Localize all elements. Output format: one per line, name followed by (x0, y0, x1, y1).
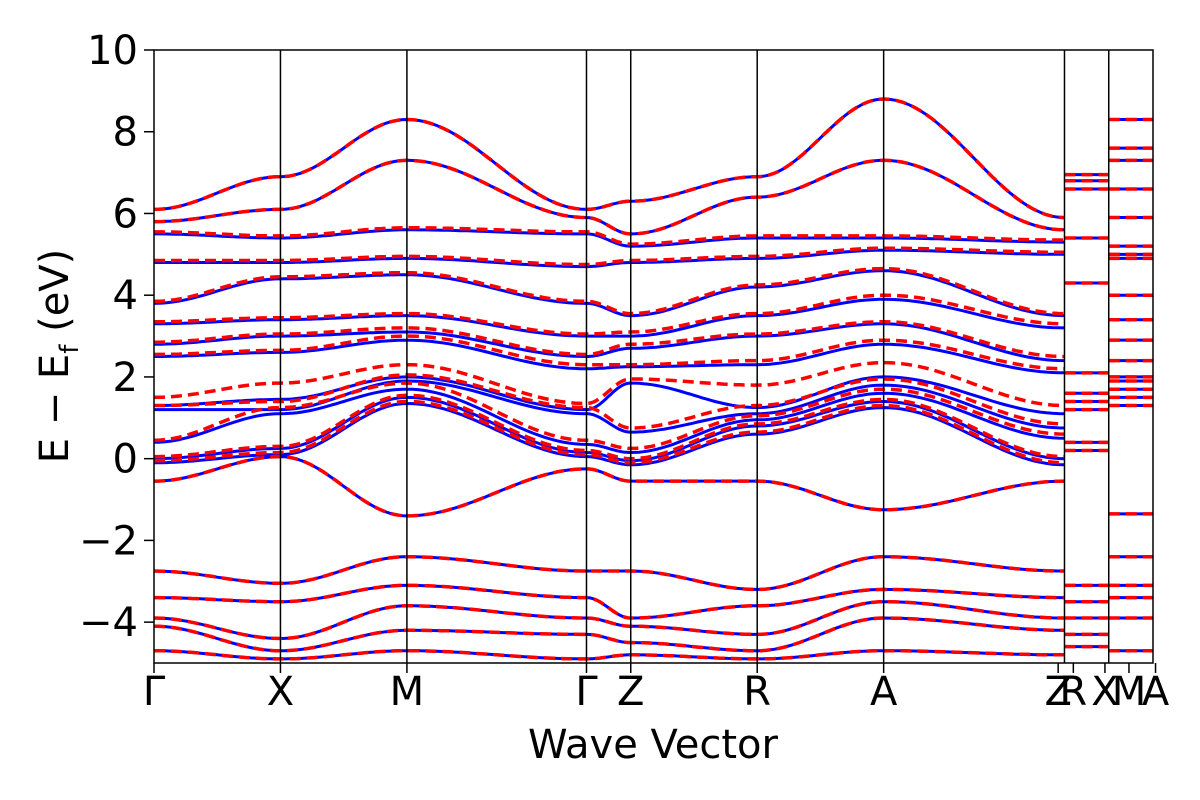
x-tick-label: Z (1044, 669, 1071, 715)
x-tick-label: Γ (575, 669, 598, 715)
band-line-dashed (154, 583, 1065, 620)
svg-text:E − Ef (eV): E − Ef (eV) (32, 249, 85, 464)
x-tick-label: Γ (143, 669, 166, 715)
band-line-solid (154, 375, 1065, 416)
y-tick-label: 10 (87, 28, 138, 74)
band-line-dashed (154, 599, 1065, 641)
band-line-solid (154, 158, 1065, 236)
y-tick-label: −4 (79, 600, 138, 646)
x-tick-label: R (1059, 669, 1087, 715)
band-line-dashed (154, 373, 1065, 430)
x-tick-label: R (743, 669, 771, 715)
x-tick-label: X (1091, 669, 1118, 715)
band-line-dashed (154, 97, 1065, 220)
y-axis-title-main: E − E (32, 354, 78, 464)
y-tick-label: 8 (113, 110, 138, 156)
bands-layer (154, 97, 1153, 661)
y-tick-label: 0 (113, 437, 138, 483)
x-tick-label: A (870, 669, 898, 715)
band-line-dashed (154, 454, 1065, 518)
band-line-dashed (154, 158, 1065, 236)
band-line-solid (154, 338, 1065, 375)
x-axis-title: Wave Vector (528, 722, 779, 768)
y-axis-title-sub: f (55, 344, 85, 354)
y-axis-title: E − Ef (eV) (32, 249, 85, 464)
band-line-dashed (154, 616, 1065, 653)
band-line-solid (154, 322, 1065, 363)
band-line-dashed (154, 399, 1065, 465)
band-line-solid (154, 248, 1065, 269)
band-line-solid (154, 395, 1065, 463)
y-tick-label: 2 (113, 355, 138, 401)
x-axis: Γ X M Γ Z R A ZR XMA (143, 663, 1170, 715)
kpoint-lines (279, 50, 1110, 663)
band-line-dashed (154, 334, 1065, 371)
y-tick-label: −2 (79, 518, 138, 564)
band-line-dashed (154, 381, 1065, 451)
x-tick-label: M (390, 669, 425, 715)
band-line-solid (154, 649, 1065, 661)
band-line-solid (154, 401, 1065, 467)
x-tick-label: M (1112, 669, 1147, 715)
band-line-solid (154, 269, 1065, 318)
x-tick-label: A (1142, 669, 1170, 715)
band-line-dashed (154, 554, 1065, 592)
y-tick-label: 6 (113, 191, 138, 237)
band-line-solid (154, 387, 1065, 454)
band-line-solid (154, 228, 1065, 248)
band-line-dashed (154, 320, 1065, 359)
y-tick-label: 4 (113, 273, 138, 319)
band-line-dashed (154, 266, 1065, 316)
x-tick-label: X (267, 669, 294, 715)
y-axis: −4 −2 0 2 4 6 8 10 (79, 28, 154, 646)
plot-frame (153, 49, 1154, 664)
band-line-solid (154, 379, 1065, 434)
band-line-dashed (154, 360, 1065, 408)
band-line-solid (154, 297, 1065, 338)
x-tick-label: Z (617, 669, 644, 715)
band-line-dashed (154, 393, 1065, 461)
y-axis-title-unit: (eV) (32, 249, 78, 345)
